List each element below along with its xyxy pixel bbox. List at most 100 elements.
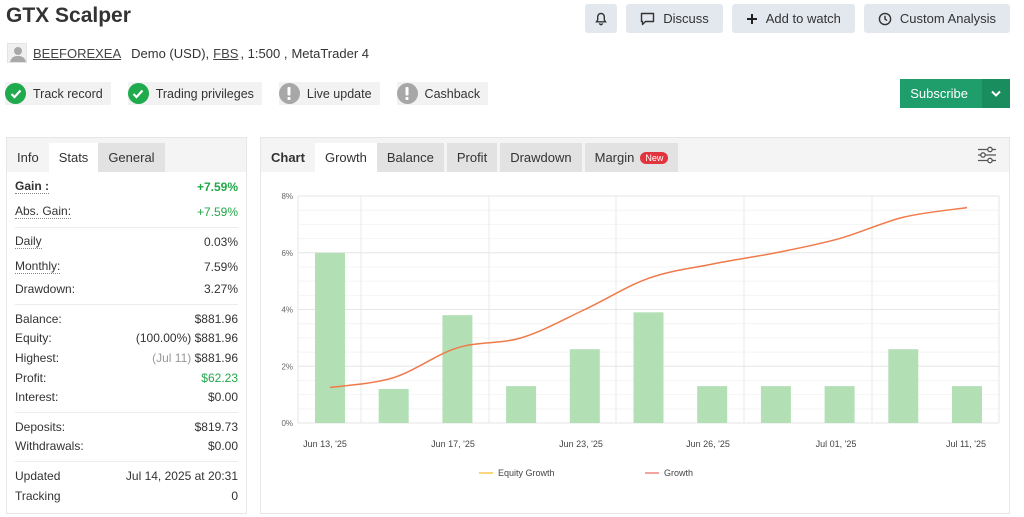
chart-panel: Chart Growth Balance Profit Drawdown Mar…: [260, 137, 1010, 514]
divider: [15, 411, 238, 413]
chevron-down-icon: [991, 90, 1001, 97]
badge-live-update[interactable]: Live update: [278, 82, 380, 105]
tab-profit[interactable]: Profit: [446, 143, 498, 172]
subscribe-button[interactable]: Subscribe: [900, 79, 982, 108]
stat-value: +7.59%: [196, 179, 238, 194]
settings-sliders-icon[interactable]: [977, 146, 997, 164]
tab-balance[interactable]: Balance: [376, 143, 444, 172]
divider: [15, 227, 238, 229]
stat-value: 7.59%: [203, 259, 238, 274]
owner-link[interactable]: BEEFOREXEA: [33, 45, 122, 61]
plus-icon: [746, 13, 757, 24]
stat-value: $819.73: [194, 419, 238, 434]
stat-deposits: Deposits: $819.73: [15, 417, 238, 437]
stat-label[interactable]: Abs. Gain:: [15, 204, 72, 220]
stat-label: Withdrawals:: [15, 439, 84, 454]
chart-tabs: Chart Growth Balance Profit Drawdown Mar…: [261, 138, 1009, 172]
platform: MetaTrader 4: [291, 45, 369, 61]
divider: [15, 461, 238, 463]
stat-value: $881.96: [194, 350, 238, 365]
exclamation-icon: [396, 83, 418, 104]
svg-text:Growth: Growth: [664, 468, 693, 478]
stat-label: Profit:: [15, 370, 47, 385]
highest-date: (Jul 11): [152, 350, 192, 365]
tab-margin-label: Margin: [594, 150, 635, 165]
stat-value: $0.00: [207, 439, 238, 454]
stat-drawdown: Drawdown: 3.27%: [15, 279, 238, 299]
stat-label: Updated: [15, 468, 61, 483]
add-to-watch-button[interactable]: Add to watch: [731, 4, 855, 33]
stat-abs-gain: Abs. Gain: +7.59%: [15, 203, 238, 223]
badge-track-record[interactable]: Track record: [5, 82, 111, 105]
stat-highest: Highest: (Jul 11) $881.96: [15, 348, 238, 368]
divider: [15, 303, 238, 305]
avatar-icon: [7, 43, 27, 63]
stat-interest: Interest: $0.00: [15, 387, 238, 407]
stat-balance: Balance: $881.96: [15, 309, 238, 329]
custom-analysis-label: Custom Analysis: [899, 11, 996, 26]
tab-info[interactable]: Info: [17, 150, 39, 165]
stat-label[interactable]: Gain :: [15, 178, 50, 194]
svg-text:2%: 2%: [281, 362, 293, 371]
growth-chart[interactable]: 0% 2% 4% 6% 8% Jun 13, '25 Jun 17, '25 Jun 23, …: [261, 172, 1009, 512]
badge-label: Live update: [306, 86, 372, 101]
stats-tabs: Info Stats General: [7, 138, 246, 172]
stat-value: Jul 14, 2025 at 20:31: [125, 468, 238, 483]
stat-value: $881.96: [194, 311, 238, 326]
discuss-label: Discuss: [663, 11, 709, 26]
svg-text:6%: 6%: [281, 249, 293, 258]
stat-value: $881.96: [194, 331, 238, 346]
subscribe-group: Subscribe: [900, 79, 1010, 108]
bell-icon: [595, 12, 608, 25]
broker-link[interactable]: FBS: [213, 45, 239, 61]
notify-button[interactable]: [585, 4, 618, 33]
svg-text:4%: 4%: [281, 306, 293, 315]
stat-label: Highest:: [15, 350, 60, 365]
account-type: Demo (USD),: [131, 45, 210, 61]
stat-label: Deposits:: [15, 419, 66, 434]
svg-text:8%: 8%: [281, 192, 293, 201]
add-watch-label: Add to watch: [765, 11, 841, 26]
check-icon: [127, 83, 149, 104]
clock-icon: [878, 12, 892, 25]
custom-analysis-button[interactable]: Custom Analysis: [863, 4, 1010, 33]
account-info: BEEFOREXEA Demo (USD), FBS , 1:500 , Met…: [7, 43, 369, 63]
svg-text:Jun 26, '25: Jun 26, '25: [686, 439, 730, 449]
tab-growth[interactable]: Growth: [314, 143, 377, 172]
badge-trading-privileges[interactable]: Trading privileges: [127, 82, 262, 105]
stat-label[interactable]: Monthly:: [15, 258, 61, 274]
stat-withdrawals: Withdrawals: $0.00: [15, 437, 238, 457]
stat-label: Balance:: [15, 311, 62, 326]
badge-cashback[interactable]: Cashback: [396, 82, 489, 105]
badge-label: Track record: [33, 86, 103, 101]
stat-equity: Equity: (100.00%) $881.96: [15, 329, 238, 349]
stat-label: Interest:: [15, 390, 59, 405]
stat-value: $62.23: [201, 370, 238, 385]
tab-general[interactable]: General: [98, 143, 165, 172]
badge-label: Cashback: [424, 86, 481, 101]
stat-monthly: Monthly: 7.59%: [15, 257, 238, 277]
stat-profit: Profit: $62.23: [15, 368, 238, 388]
tab-stats[interactable]: Stats: [48, 143, 99, 172]
stat-value: 0: [231, 488, 238, 503]
svg-text:0%: 0%: [281, 419, 293, 428]
page-title: GTX Scalper: [6, 4, 131, 27]
svg-text:Jun 23, '25: Jun 23, '25: [559, 439, 603, 449]
stat-label[interactable]: Daily: [15, 233, 42, 249]
tab-margin[interactable]: Margin New: [584, 143, 679, 172]
svg-text:Jul 11, '25: Jul 11, '25: [946, 439, 986, 449]
check-icon: [5, 83, 26, 104]
stat-label: Equity:: [15, 331, 52, 346]
leverage: , 1:500 ,: [240, 45, 288, 61]
tab-chart: Chart: [271, 150, 305, 165]
stat-value: 0.03%: [203, 234, 238, 249]
tab-drawdown[interactable]: Drawdown: [500, 143, 582, 172]
stat-value: $0.00: [207, 390, 238, 405]
stat-label: Tracking: [15, 488, 61, 503]
discuss-button[interactable]: Discuss: [626, 4, 723, 33]
subscribe-dropdown[interactable]: [982, 79, 1010, 108]
stat-updated: Updated Jul 14, 2025 at 20:31: [15, 466, 238, 486]
stat-tracking: Tracking 0: [15, 486, 238, 506]
stats-list: Gain : +7.59% Abs. Gain: +7.59% Daily 0.…: [7, 177, 246, 505]
stat-label: Drawdown:: [15, 282, 76, 297]
